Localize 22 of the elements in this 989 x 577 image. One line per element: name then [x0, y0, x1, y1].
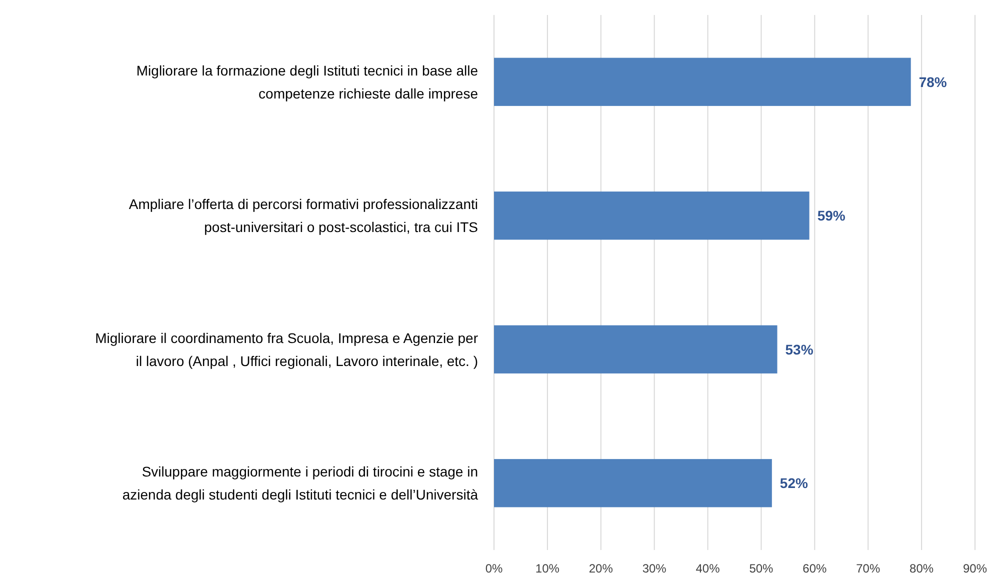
x-tick-label: 50%	[749, 562, 774, 576]
data-label: 52%	[780, 475, 808, 492]
x-tick-label: 0%	[485, 562, 503, 576]
data-label: 78%	[918, 74, 948, 90]
x-tick-label: 80%	[910, 562, 934, 576]
data-label: 53%	[785, 341, 814, 358]
y-tick-label: Migliorare la formazione degli Istituti tecnici in base alle competenze richieste dalle imprese	[136, 62, 478, 102]
x-tick-label: 90%	[962, 562, 988, 576]
x-tick-label: 60%	[802, 562, 827, 576]
y-tick-label: Migliorare il coordinamento fra Scuola, Impresa e Agenzie per il lavoro (Anpal , Uffici regionali, Lavoro interinale, etc. )	[95, 330, 478, 369]
bar	[494, 325, 778, 374]
x-tick-label: 20%	[588, 562, 614, 576]
bar	[494, 58, 911, 106]
x-tick-label: 10%	[535, 562, 560, 576]
bar	[494, 192, 810, 240]
y-tick-label: Sviluppare maggiormente i periodi di tirocini e stage in azienda degli studenti degli Istituti tecnici e dell’Università	[122, 464, 478, 503]
x-tick-label: 70%	[856, 562, 880, 576]
y-tick-label: Ampliare l’offerta di percorsi formativi professionalizzanti post-universitari o post-scolastici, tra cui ITS	[128, 196, 478, 236]
data-label: 59%	[817, 208, 846, 224]
bar	[494, 459, 772, 508]
x-tick-label: 40%	[696, 562, 720, 576]
x-tick-label: 30%	[642, 562, 667, 576]
